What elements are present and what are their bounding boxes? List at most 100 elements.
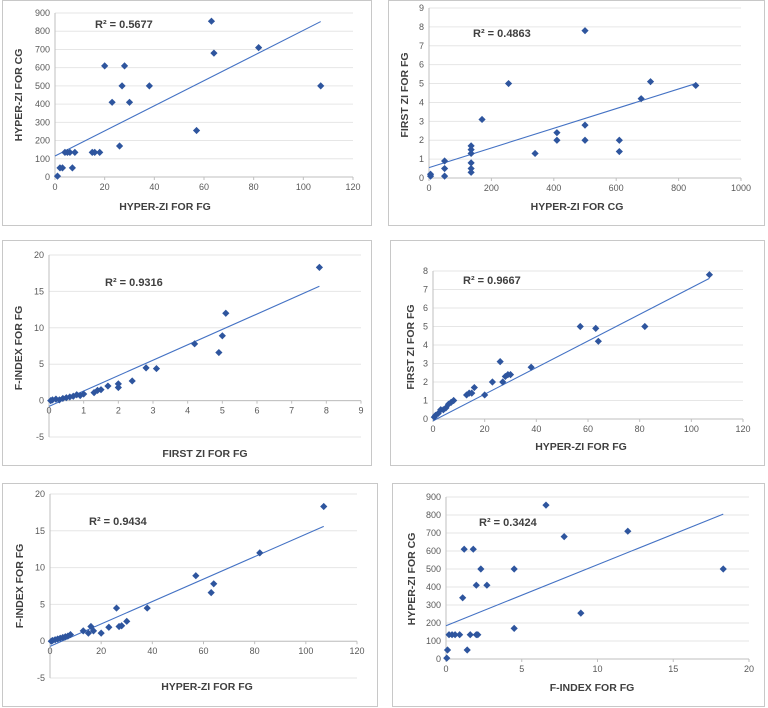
data-point [692, 81, 700, 90]
x-axis-title: HYPER-ZI FOR FG [161, 681, 253, 693]
r-squared-label: R² = 0.9316 [105, 277, 163, 289]
data-point [71, 148, 79, 156]
x-tick-label: 8 [324, 406, 329, 416]
y-tick-label: 9 [419, 3, 424, 13]
data-point [120, 62, 129, 70]
data-point [89, 627, 98, 635]
data-point [97, 629, 105, 637]
data-point [96, 148, 104, 156]
y-tick-label: 6 [419, 60, 424, 70]
x-tick-label: 60 [583, 424, 593, 434]
x-tick-label: 80 [635, 424, 645, 434]
data-point [210, 49, 218, 57]
x-tick-label: 100 [684, 424, 699, 434]
chart-panel-3: -5 0 5 10 15 20 0 1 2 3 4 5 6 7 8 9 R² = 0.9316 FIRST ZI … [2, 240, 372, 466]
r-squared-label: R² = 0.9667 [463, 275, 521, 287]
x-tick-label: 100 [296, 182, 311, 192]
data-point [460, 545, 468, 553]
data-point [53, 172, 62, 180]
x-tick-label: 60 [198, 646, 208, 656]
chart-6: 0 100 200 300 400 500 600 700 800 900 0 5 10 15 20 R² =… [406, 492, 754, 694]
data-point [315, 263, 323, 271]
data-point [222, 309, 230, 317]
data-point [499, 378, 507, 386]
data-point [478, 115, 486, 124]
y-tick-label: 800 [35, 26, 50, 36]
y-tick-label: 8 [419, 22, 424, 32]
x-tick-label: 2 [116, 406, 121, 416]
data-point [443, 646, 452, 654]
data-point [705, 271, 714, 279]
y-tick-label: 100 [35, 154, 50, 164]
x-tick-label: 0 [46, 406, 51, 416]
data-point [576, 322, 584, 331]
y-tick-label: 3 [419, 116, 424, 126]
y-tick-label: 5 [423, 322, 428, 332]
x-axis-title: FIRST ZI FOR FG [162, 448, 247, 460]
data-point [142, 364, 150, 372]
x-tick-label: 20 [744, 664, 754, 674]
trendline [432, 277, 710, 422]
data-point [97, 386, 105, 394]
data-point [542, 501, 550, 509]
y-axis-title: FIRST ZI FOR FG [405, 304, 417, 389]
y-axis-title: FIRST ZI FOR FG [399, 52, 411, 137]
x-tick-label: 7 [289, 406, 294, 416]
data-point [55, 396, 63, 404]
data-point [474, 631, 482, 639]
data-point [320, 502, 328, 511]
chart-panel-5: -5 0 5 10 15 20 0 20 40 60 80 100 120 R² = 0.9434 HYPE… [2, 483, 378, 707]
data-point [91, 148, 99, 156]
data-point [581, 27, 589, 35]
data-point [66, 148, 74, 156]
data-point [115, 142, 124, 150]
x-tick-label: 40 [149, 182, 159, 192]
data-point [615, 147, 623, 156]
data-point [118, 82, 126, 90]
chart-panel-2: 0 1 2 3 4 5 6 7 8 9 0 200 400 600 800 1000 R² = 0.4863 HY… [388, 0, 765, 226]
y-tick-label: 2 [423, 377, 428, 387]
data-point [79, 627, 87, 635]
data-point [128, 377, 136, 385]
data-point [467, 146, 475, 154]
data-point [68, 164, 76, 172]
x-tick-label: 100 [298, 646, 313, 656]
data-point [143, 604, 151, 612]
data-point [192, 126, 201, 135]
r-squared-label: R² = 0.3424 [479, 517, 538, 529]
data-point [456, 631, 464, 639]
y-tick-label: 0 [45, 172, 50, 182]
data-point [504, 79, 513, 88]
data-point [531, 149, 539, 158]
data-point [105, 623, 113, 631]
x-tick-label: 40 [147, 646, 157, 656]
data-point [719, 565, 727, 573]
x-tick-label: 0 [52, 182, 57, 192]
data-point [441, 164, 449, 173]
data-point [439, 406, 447, 414]
x-axis-title: HYPER-ZI FOR FG [119, 201, 211, 213]
data-point [192, 572, 200, 580]
data-point [459, 594, 467, 602]
y-tick-label: 2 [419, 135, 424, 145]
data-point [577, 609, 585, 617]
r-squared-label: R² = 0.5677 [95, 19, 153, 31]
x-axis-title: F-INDEX FOR FG [550, 682, 635, 694]
data-point [104, 382, 112, 390]
data-point [467, 168, 475, 176]
data-point [441, 172, 449, 180]
x-tick-label: 400 [546, 183, 561, 193]
data-point [553, 129, 561, 137]
data-point [467, 149, 475, 158]
data-point [581, 136, 589, 144]
x-tick-label: 20 [96, 646, 106, 656]
y-tick-label: 100 [426, 636, 441, 646]
y-tick-label: 200 [426, 618, 441, 628]
data-point [207, 589, 215, 597]
y-tick-label: 10 [34, 323, 44, 333]
y-tick-label: 4 [419, 97, 424, 107]
x-tick-label: 120 [345, 182, 360, 192]
y-tick-label: 1 [423, 396, 428, 406]
y-tick-label: -5 [36, 432, 44, 442]
trendline [428, 83, 696, 169]
